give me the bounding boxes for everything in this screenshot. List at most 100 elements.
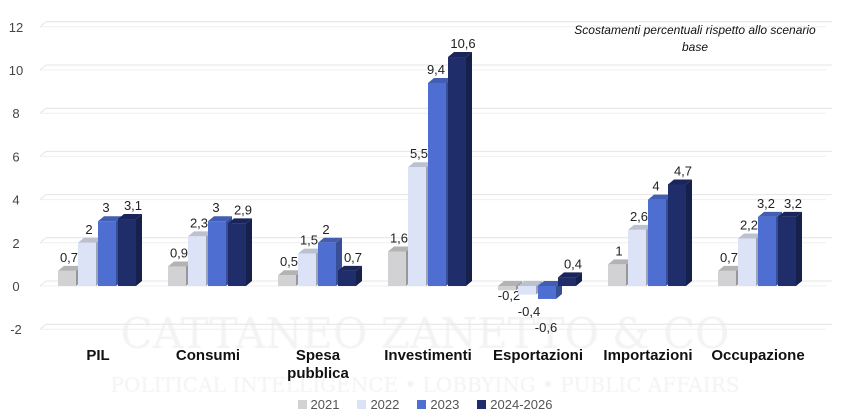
bar-side	[796, 211, 802, 286]
data-label: -0,6	[535, 320, 557, 335]
bar-top	[298, 248, 322, 254]
bar	[98, 221, 116, 286]
bar-top	[188, 231, 212, 237]
bar-side	[246, 218, 252, 286]
x-tick-label: Importazioni	[603, 347, 692, 364]
gridline-depth	[39, 323, 47, 330]
gridline-depth	[39, 194, 47, 200]
bar-top	[518, 281, 542, 286]
y-tick-label: 4	[12, 193, 19, 208]
bar	[558, 277, 576, 286]
bar	[58, 270, 76, 286]
data-label: 5,5	[410, 146, 428, 161]
data-label: 2,9	[234, 202, 252, 217]
data-label: 10,6	[450, 36, 475, 51]
data-label: -0,2	[498, 288, 520, 303]
y-tick-label: 8	[12, 106, 19, 121]
bar-top	[538, 281, 562, 286]
data-label: 2	[322, 222, 329, 237]
gridline-depth	[39, 107, 47, 114]
legend-item: 2023	[417, 397, 459, 412]
data-label: 3,1	[124, 198, 142, 213]
data-label: 4	[652, 179, 659, 194]
data-label: 3,2	[784, 196, 802, 211]
data-label: 0,7	[60, 250, 78, 265]
gridline-depth	[39, 64, 47, 71]
bar-side	[466, 52, 472, 286]
y-tick-label: -2	[10, 322, 22, 337]
data-label: 0,9	[170, 246, 188, 261]
bar-top	[408, 162, 432, 168]
legend-item: 2024-2026	[477, 397, 552, 412]
data-label: 4,7	[674, 163, 692, 178]
x-tick-label: PIL	[86, 347, 109, 364]
data-label: 2,2	[740, 217, 758, 232]
y-tick-label: 12	[9, 20, 23, 35]
legend-item: 2021	[297, 397, 340, 412]
x-tick-label: pubblica	[287, 365, 349, 382]
bar	[538, 286, 556, 299]
bar	[428, 82, 446, 287]
data-label: 2,3	[190, 215, 208, 230]
bar-top	[558, 272, 582, 278]
data-label: 3	[212, 200, 219, 215]
data-label: 0,5	[280, 254, 298, 269]
bar	[78, 242, 96, 286]
data-label: 0,7	[344, 250, 362, 265]
y-tick-label: 10	[9, 63, 23, 78]
bar-top	[758, 211, 782, 217]
bar-top	[208, 216, 232, 222]
bar	[668, 184, 686, 286]
bar	[718, 270, 736, 286]
bar-side	[686, 179, 692, 286]
legend-label: 2024-2026	[490, 397, 553, 412]
bar-top	[718, 265, 742, 271]
gridline-depth	[39, 21, 47, 28]
bar-top	[78, 237, 102, 243]
legend-label: 2021	[310, 397, 340, 412]
bar-top	[608, 259, 632, 265]
bar	[628, 229, 646, 286]
legend-label: 2023	[430, 397, 460, 412]
data-label: 3,2	[757, 196, 775, 211]
bar-top	[778, 211, 802, 217]
bar-top	[448, 52, 472, 58]
bar	[408, 167, 426, 286]
bar	[298, 253, 316, 286]
gridline-depth	[39, 280, 47, 287]
legend-swatch	[417, 400, 427, 409]
data-label: -0,4	[518, 304, 540, 319]
gridline-depth	[39, 237, 47, 244]
bar	[498, 286, 516, 291]
bar	[338, 270, 356, 286]
bar-top	[498, 281, 522, 286]
bar-top	[98, 216, 122, 222]
bar-top	[648, 194, 672, 200]
bar-top	[168, 261, 192, 267]
data-label: 1,6	[390, 230, 408, 245]
bar	[448, 57, 466, 286]
bar	[738, 238, 756, 286]
bar-top	[228, 218, 252, 224]
bar-side	[576, 272, 582, 286]
bar	[388, 251, 406, 286]
legend-item: 2022	[357, 397, 399, 412]
bar-top	[318, 237, 342, 243]
y-tick-label: 6	[12, 149, 19, 164]
x-tick-label: Occupazione	[711, 347, 804, 364]
x-tick-label: Esportazioni	[493, 347, 583, 364]
y-tick-label: 0	[12, 279, 19, 294]
x-tick-label: Consumi	[176, 347, 240, 364]
bar-side	[356, 265, 362, 286]
bar-side	[136, 214, 142, 286]
bar	[318, 242, 336, 286]
bar	[188, 236, 206, 286]
data-label: 3	[102, 200, 109, 215]
bar	[648, 199, 666, 286]
bar-top	[388, 246, 412, 252]
bar-top	[338, 265, 362, 271]
x-tick-label: Spesa	[296, 347, 341, 364]
bar-top	[738, 233, 762, 239]
bar-top	[278, 270, 302, 276]
bar-top	[428, 77, 452, 83]
